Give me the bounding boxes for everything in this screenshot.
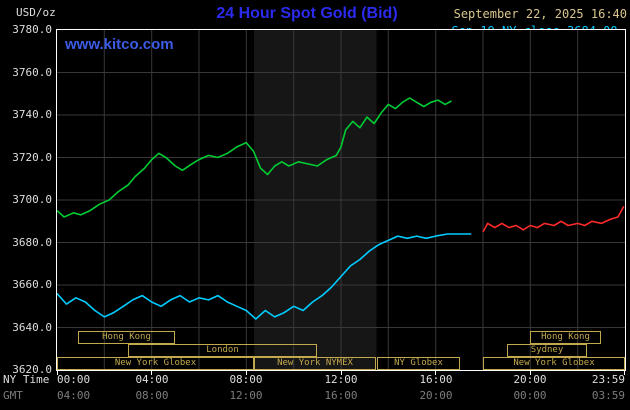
kitco-watermark-link[interactable]: www.kitco.com bbox=[65, 36, 174, 53]
y-axis-tick-label: 3740.0 bbox=[12, 108, 52, 121]
y-axis-tick-label: 3700.0 bbox=[12, 193, 52, 206]
session-box-new-york-globex: New York Globex bbox=[57, 357, 254, 370]
y-axis-tick-label: 3640.0 bbox=[12, 321, 52, 334]
x-axis-tick-label-ny: 16:00 bbox=[419, 373, 453, 386]
series-line-sep21 bbox=[482, 206, 625, 233]
x-axis-tick-label-gmt: 12:00 bbox=[229, 389, 263, 402]
x-axis-tick-label-gmt: 04:00 bbox=[57, 389, 91, 402]
x-axis-tick-label-gmt: 03:59 bbox=[591, 389, 625, 402]
x-axis-label-nytime: NY Time bbox=[3, 373, 50, 386]
x-axis-tick-label-gmt: 20:00 bbox=[419, 389, 453, 402]
x-axis-tick-label-gmt: 08:00 bbox=[135, 389, 169, 402]
x-axis-tick-label-ny: 08:00 bbox=[229, 373, 263, 386]
session-box-hong-kong: Hong Kong bbox=[78, 331, 175, 344]
x-axis-tickmark bbox=[341, 371, 342, 375]
y-axis-tick-label: 3780.0 bbox=[12, 23, 52, 36]
x-axis-tick-label-ny: 20:00 bbox=[513, 373, 547, 386]
chart-title: 24 Hour Spot Gold (Bid) bbox=[216, 5, 398, 22]
x-axis-tickmark bbox=[57, 371, 58, 375]
x-axis-tick-label-ny: 00:00 bbox=[57, 373, 91, 386]
x-axis-tickmark bbox=[246, 371, 247, 375]
y-axis-tick-label: 3660.0 bbox=[12, 278, 52, 291]
chart-canvas bbox=[57, 30, 625, 370]
x-axis-tickmark bbox=[624, 371, 625, 375]
x-axis-label-gmt: GMT bbox=[3, 389, 23, 402]
series-line-sep19 bbox=[57, 233, 472, 320]
x-axis-tick-label-ny: 23:59 bbox=[591, 373, 625, 386]
x-axis-tickmark bbox=[151, 371, 152, 375]
session-box-new-york-nymex: New York NYMEX bbox=[254, 357, 376, 370]
y-axis-tick-label: 3680.0 bbox=[12, 236, 52, 249]
y-axis-tick-label: 3720.0 bbox=[12, 151, 52, 164]
y-axis-tick-label: 3760.0 bbox=[12, 66, 52, 79]
session-box-sydney: Sydney bbox=[507, 344, 587, 357]
chart-datetime: September 22, 2025 16:40 bbox=[453, 7, 627, 21]
session-box-ny-globex: NY Globex bbox=[377, 357, 460, 370]
x-axis-tick-label-ny: 04:00 bbox=[135, 373, 169, 386]
x-axis-tick-label-ny: 12:00 bbox=[324, 373, 358, 386]
x-axis-tickmark bbox=[435, 371, 436, 375]
session-box-london: London bbox=[128, 344, 317, 357]
session-box-hong-kong: Hong Kong bbox=[530, 331, 601, 344]
x-axis-tickmark bbox=[530, 371, 531, 375]
y-axis-tick-label: 3620.0 bbox=[12, 363, 52, 376]
plot-area: www.kitco.com Hong Kong Hong Kong London Sy… bbox=[56, 29, 626, 371]
series-line-sep22 bbox=[57, 97, 452, 218]
x-axis-tick-label-gmt: 00:00 bbox=[513, 389, 547, 402]
y-axis-units-label: USD/oz bbox=[16, 6, 56, 19]
session-box-new-york-globex: New York Globex bbox=[483, 357, 625, 370]
x-axis-tick-label-gmt: 16:00 bbox=[324, 389, 358, 402]
